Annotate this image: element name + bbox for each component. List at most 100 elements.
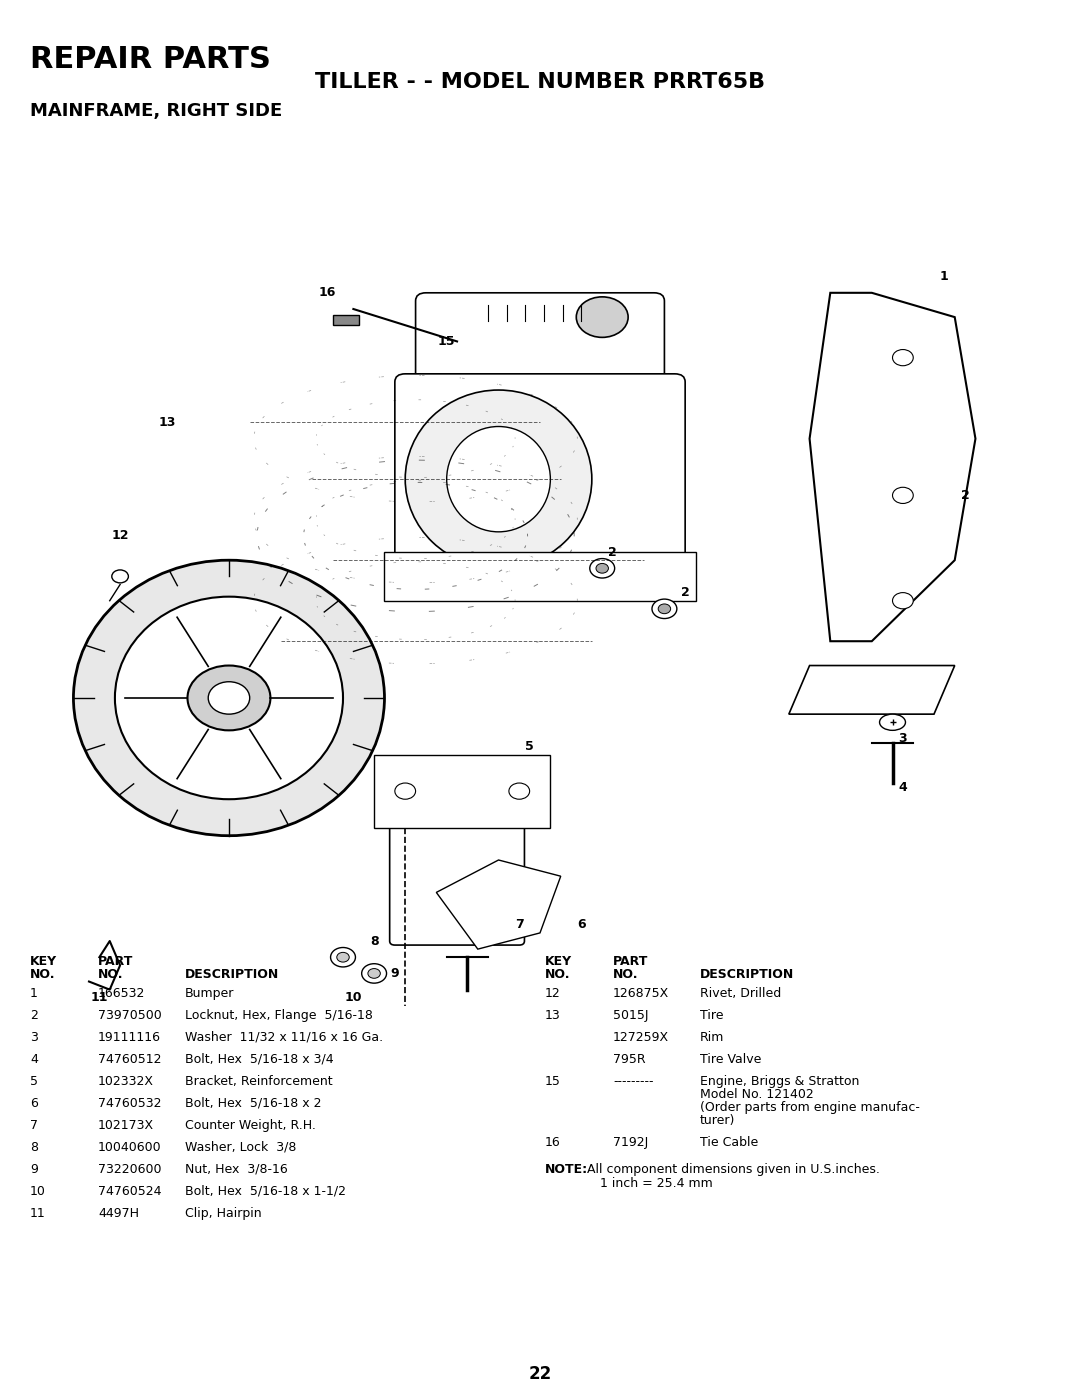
Text: NO.: NO.	[98, 968, 123, 981]
Ellipse shape	[114, 597, 343, 799]
Text: 16: 16	[319, 286, 336, 299]
Text: Locknut, Hex, Flange  5/16-18: Locknut, Hex, Flange 5/16-18	[185, 1009, 373, 1023]
Text: 166532: 166532	[98, 988, 146, 1000]
Text: 7: 7	[30, 1119, 38, 1132]
Ellipse shape	[447, 426, 551, 532]
Circle shape	[208, 682, 249, 714]
Text: 73220600: 73220600	[98, 1162, 162, 1176]
Circle shape	[509, 782, 529, 799]
Text: 22: 22	[528, 1365, 552, 1383]
Bar	[374, 754, 551, 827]
Text: 10: 10	[345, 992, 362, 1004]
Text: (Order parts from engine manufac-: (Order parts from engine manufac-	[700, 1101, 920, 1113]
Text: 6: 6	[577, 918, 585, 932]
Text: 73970500: 73970500	[98, 1009, 162, 1023]
Text: KEY: KEY	[30, 956, 57, 968]
Polygon shape	[788, 665, 955, 714]
Bar	[384, 552, 696, 601]
Text: 11: 11	[91, 992, 108, 1004]
Text: 74760512: 74760512	[98, 1053, 162, 1066]
Text: turer): turer)	[700, 1113, 735, 1127]
Text: 74760532: 74760532	[98, 1097, 162, 1111]
Text: Rim: Rim	[700, 1031, 725, 1044]
Text: MAINFRAME, RIGHT SIDE: MAINFRAME, RIGHT SIDE	[30, 102, 282, 120]
Text: Bolt, Hex  5/16-18 x 3/4: Bolt, Hex 5/16-18 x 3/4	[185, 1053, 334, 1066]
Text: 2: 2	[30, 1009, 38, 1023]
Text: 13: 13	[545, 1009, 561, 1023]
Text: 7192J: 7192J	[613, 1136, 648, 1148]
Text: 15: 15	[437, 335, 456, 348]
Text: 15: 15	[545, 1076, 561, 1088]
Text: 5015J: 5015J	[613, 1009, 648, 1023]
Circle shape	[892, 592, 914, 609]
Polygon shape	[810, 293, 975, 641]
FancyBboxPatch shape	[390, 823, 525, 944]
Text: 6: 6	[30, 1097, 38, 1111]
Circle shape	[658, 604, 671, 613]
Text: 2: 2	[961, 489, 970, 502]
Text: 5: 5	[525, 740, 534, 753]
Circle shape	[362, 964, 387, 983]
FancyBboxPatch shape	[416, 293, 664, 407]
Text: 11: 11	[30, 1207, 45, 1220]
Text: 2: 2	[680, 587, 689, 599]
Text: 8: 8	[369, 935, 378, 947]
Text: NO.: NO.	[30, 968, 55, 981]
Text: PART: PART	[98, 956, 133, 968]
Circle shape	[577, 298, 629, 337]
Text: 12: 12	[111, 529, 129, 542]
Text: Counter Weight, R.H.: Counter Weight, R.H.	[185, 1119, 315, 1132]
Text: 102332X: 102332X	[98, 1076, 154, 1088]
Text: 1: 1	[30, 988, 38, 1000]
Text: 3: 3	[30, 1031, 38, 1044]
Text: 795R: 795R	[613, 1053, 646, 1066]
Text: Bracket, Reinforcement: Bracket, Reinforcement	[185, 1076, 333, 1088]
Text: All component dimensions given in U.S.inches.: All component dimensions given in U.S.in…	[588, 1162, 880, 1176]
Circle shape	[892, 488, 914, 503]
Text: 10: 10	[30, 1185, 45, 1199]
Text: PART: PART	[613, 956, 648, 968]
Text: 8: 8	[30, 1141, 38, 1154]
Text: 9: 9	[30, 1162, 38, 1176]
Text: DESCRIPTION: DESCRIPTION	[700, 968, 794, 981]
Text: 4: 4	[899, 781, 907, 793]
Circle shape	[596, 563, 608, 573]
Circle shape	[330, 947, 355, 967]
Text: Engine, Briggs & Stratton: Engine, Briggs & Stratton	[700, 1076, 860, 1088]
Text: 16: 16	[545, 1136, 561, 1148]
Text: 3: 3	[899, 732, 907, 745]
Circle shape	[188, 665, 270, 731]
Circle shape	[892, 349, 914, 366]
Text: 13: 13	[158, 416, 175, 429]
Circle shape	[590, 559, 615, 578]
Ellipse shape	[879, 714, 905, 731]
Text: Model No. 121402: Model No. 121402	[700, 1088, 813, 1101]
Text: TILLER - - MODEL NUMBER PRRT65B: TILLER - - MODEL NUMBER PRRT65B	[315, 73, 765, 92]
Text: NO.: NO.	[545, 968, 570, 981]
Text: NOTE:: NOTE:	[545, 1162, 589, 1176]
Text: Tire: Tire	[700, 1009, 724, 1023]
Text: 10040600: 10040600	[98, 1141, 162, 1154]
Text: 7: 7	[515, 918, 524, 932]
Polygon shape	[436, 861, 561, 949]
Text: Washer, Lock  3/8: Washer, Lock 3/8	[185, 1141, 296, 1154]
Text: Tie Cable: Tie Cable	[700, 1136, 758, 1148]
Text: KEY: KEY	[545, 956, 572, 968]
Text: REPAIR PARTS: REPAIR PARTS	[30, 45, 271, 74]
Text: 127259X: 127259X	[613, 1031, 670, 1044]
Text: Bolt, Hex  5/16-18 x 2: Bolt, Hex 5/16-18 x 2	[185, 1097, 322, 1111]
Text: DESCRIPTION: DESCRIPTION	[185, 968, 280, 981]
Text: 5: 5	[30, 1076, 38, 1088]
Text: 102173X: 102173X	[98, 1119, 154, 1132]
Text: Bolt, Hex  5/16-18 x 1-1/2: Bolt, Hex 5/16-18 x 1-1/2	[185, 1185, 346, 1199]
Text: 19111116: 19111116	[98, 1031, 161, 1044]
Text: Nut, Hex  3/8-16: Nut, Hex 3/8-16	[185, 1162, 287, 1176]
Text: 74760524: 74760524	[98, 1185, 162, 1199]
FancyBboxPatch shape	[395, 374, 685, 569]
Text: 4: 4	[30, 1053, 38, 1066]
Text: Bumper: Bumper	[185, 988, 234, 1000]
Text: 4497H: 4497H	[98, 1207, 139, 1220]
Text: Clip, Hairpin: Clip, Hairpin	[185, 1207, 261, 1220]
Circle shape	[652, 599, 677, 619]
Text: NO.: NO.	[613, 968, 638, 981]
